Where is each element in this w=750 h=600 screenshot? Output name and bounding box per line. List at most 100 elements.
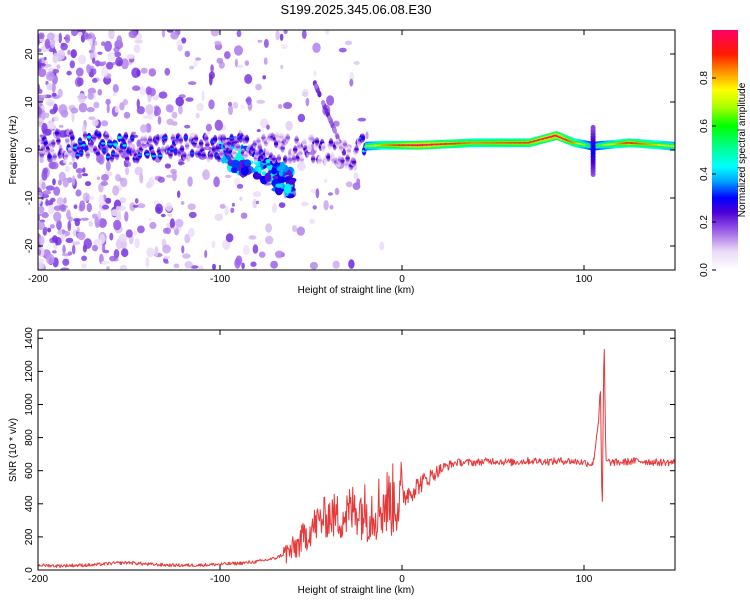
ridge-cell (285, 136, 290, 139)
noise-blob (140, 124, 148, 133)
snr-ytick-label: 800 (24, 429, 35, 446)
ridge-cell (243, 154, 248, 157)
ridge-cell (291, 157, 297, 160)
noise-blob (51, 92, 57, 97)
noise-blob (86, 202, 93, 213)
noise-blob (41, 181, 46, 190)
streak-blob (321, 99, 326, 106)
noise-blob (67, 251, 73, 256)
noise-blob (379, 241, 385, 251)
noise-blob (198, 265, 204, 270)
noise-blob (193, 60, 198, 68)
noise-blob (177, 190, 181, 198)
noise-blob (81, 263, 87, 269)
ridge-cell (135, 157, 140, 161)
noise-blob (53, 106, 58, 112)
noise-blob (73, 204, 78, 209)
noise-blob (312, 205, 317, 210)
noise-blob (61, 229, 66, 235)
ridge-cell (311, 157, 316, 161)
ridge-cell (86, 136, 92, 139)
ridge-cell (209, 154, 214, 157)
ridge-cell (91, 136, 97, 140)
noise-blob (86, 107, 95, 113)
noise-blob (205, 123, 212, 132)
ridge-cell (198, 142, 204, 145)
ridge-cell (43, 142, 48, 145)
ridge-cell (201, 154, 206, 157)
noise-blob (257, 39, 263, 43)
ridge-cell (235, 145, 241, 149)
noise-blob (62, 258, 70, 266)
noise-blob (188, 211, 197, 219)
ridge-cell (335, 141, 340, 145)
noise-blob (283, 30, 288, 34)
snr-ytick-label: 200 (24, 528, 35, 545)
noise-blob (258, 251, 266, 258)
noise-blob (53, 205, 62, 211)
noise-blob (164, 67, 171, 76)
ridge-cell (215, 146, 220, 150)
ridge-cell (51, 142, 56, 145)
noise-blob (56, 219, 62, 231)
ridge-cell (168, 153, 173, 156)
ridge-cell (70, 136, 75, 139)
ridge-cell (244, 137, 250, 141)
noise-blob (234, 58, 238, 68)
noise-blob (176, 40, 183, 47)
noise-blob (145, 104, 154, 115)
noise-blob (239, 196, 243, 201)
ridge-cell (151, 155, 157, 158)
snr-ytick-label: 400 (24, 495, 35, 512)
spectrogram-ytick-label: 0 (24, 147, 35, 153)
noise-blob (47, 227, 52, 233)
noise-blob (119, 102, 125, 111)
noise-blob (125, 166, 129, 176)
noise-blob (225, 233, 234, 243)
ridge-cell (77, 140, 83, 143)
noise-blob (313, 70, 317, 77)
noise-blob (40, 94, 47, 98)
noise-blob (83, 32, 89, 40)
noise-blob (44, 112, 50, 119)
noise-blob (234, 177, 241, 186)
noise-blob (79, 200, 86, 212)
noise-blob (115, 56, 123, 67)
snr-xtick-label: -100 (210, 574, 230, 585)
ridge-cell (40, 147, 46, 150)
noise-blob (87, 33, 92, 39)
noise-blob (300, 201, 309, 207)
ridge-cell (85, 153, 90, 157)
noise-blob (154, 106, 161, 116)
noise-blob (62, 244, 66, 255)
noise-blob (53, 186, 61, 196)
noise-blob (118, 205, 126, 211)
noise-blob (219, 203, 226, 209)
ridge-cell (47, 155, 52, 158)
ridge-cell (79, 151, 84, 154)
noise-blob (97, 51, 103, 55)
noise-blob (38, 88, 43, 94)
ridge-cell (274, 142, 279, 145)
noise-blob (260, 118, 269, 129)
noise-blob (64, 34, 71, 44)
noise-blob (80, 217, 89, 221)
ridge-cell (340, 160, 345, 163)
ridge-cell (100, 142, 106, 145)
ridge-cell (49, 149, 55, 152)
noise-blob (230, 207, 235, 213)
ridge-cell (108, 143, 113, 146)
noise-blob (275, 30, 280, 41)
ridge-cell (118, 150, 124, 153)
noise-blob (75, 67, 84, 77)
noise-blob (128, 30, 138, 39)
noise-blob (102, 249, 110, 254)
noise-blob (132, 204, 139, 208)
ridge-cell (342, 143, 348, 146)
noise-blob (100, 181, 108, 186)
noise-blob (265, 235, 274, 245)
ridge-cell (158, 154, 163, 157)
noise-blob (122, 98, 128, 106)
noise-blob (38, 102, 43, 107)
